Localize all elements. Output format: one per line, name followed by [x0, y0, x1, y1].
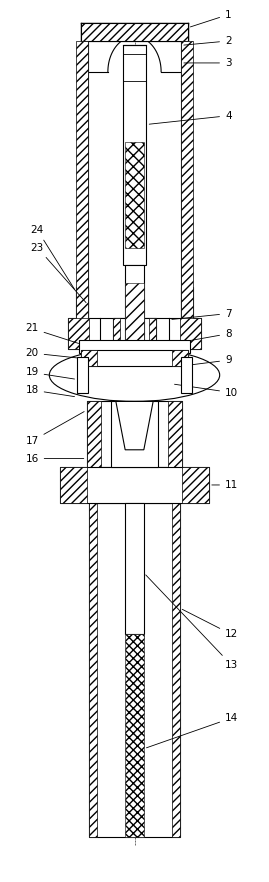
FancyBboxPatch shape [125, 142, 144, 248]
FancyBboxPatch shape [76, 41, 88, 322]
FancyBboxPatch shape [68, 318, 89, 348]
FancyBboxPatch shape [113, 318, 120, 388]
FancyBboxPatch shape [149, 318, 156, 388]
Text: 20: 20 [26, 348, 79, 358]
FancyBboxPatch shape [89, 503, 97, 837]
Text: 18: 18 [25, 385, 75, 397]
FancyBboxPatch shape [180, 318, 201, 348]
FancyBboxPatch shape [182, 467, 209, 503]
FancyBboxPatch shape [79, 340, 190, 353]
Text: 11: 11 [212, 480, 238, 490]
Text: 3: 3 [184, 58, 232, 68]
FancyBboxPatch shape [125, 283, 144, 379]
Text: 21: 21 [25, 324, 79, 343]
Text: 24: 24 [31, 225, 75, 289]
FancyBboxPatch shape [81, 350, 188, 366]
Text: 1: 1 [190, 10, 232, 27]
Ellipse shape [49, 348, 220, 401]
Text: 9: 9 [183, 355, 232, 366]
Text: 17: 17 [25, 412, 84, 446]
Text: 23: 23 [31, 243, 86, 303]
FancyBboxPatch shape [113, 318, 156, 388]
FancyBboxPatch shape [172, 350, 188, 366]
Text: 19: 19 [25, 368, 75, 379]
FancyBboxPatch shape [60, 467, 87, 503]
Text: 4: 4 [149, 110, 232, 124]
FancyBboxPatch shape [125, 265, 144, 397]
FancyBboxPatch shape [81, 23, 188, 41]
FancyBboxPatch shape [181, 41, 193, 322]
Polygon shape [116, 401, 153, 450]
Polygon shape [181, 288, 193, 322]
Polygon shape [76, 288, 88, 322]
FancyBboxPatch shape [172, 503, 180, 837]
FancyBboxPatch shape [88, 41, 181, 322]
FancyBboxPatch shape [87, 401, 101, 467]
FancyBboxPatch shape [81, 350, 97, 366]
Text: 7: 7 [172, 309, 232, 319]
Text: 10: 10 [175, 385, 238, 398]
FancyBboxPatch shape [89, 503, 180, 837]
Text: 8: 8 [172, 329, 232, 344]
FancyBboxPatch shape [181, 357, 192, 392]
FancyBboxPatch shape [60, 467, 209, 503]
Text: 16: 16 [25, 453, 84, 464]
FancyBboxPatch shape [168, 401, 182, 467]
FancyBboxPatch shape [87, 401, 182, 467]
FancyBboxPatch shape [125, 503, 144, 634]
FancyBboxPatch shape [68, 318, 201, 348]
FancyBboxPatch shape [111, 401, 158, 467]
Text: 2: 2 [184, 36, 232, 46]
FancyBboxPatch shape [77, 357, 88, 392]
Text: 13: 13 [146, 575, 238, 670]
Text: 12: 12 [182, 609, 238, 639]
Text: 14: 14 [146, 713, 238, 748]
FancyBboxPatch shape [125, 634, 144, 837]
FancyBboxPatch shape [122, 45, 147, 265]
